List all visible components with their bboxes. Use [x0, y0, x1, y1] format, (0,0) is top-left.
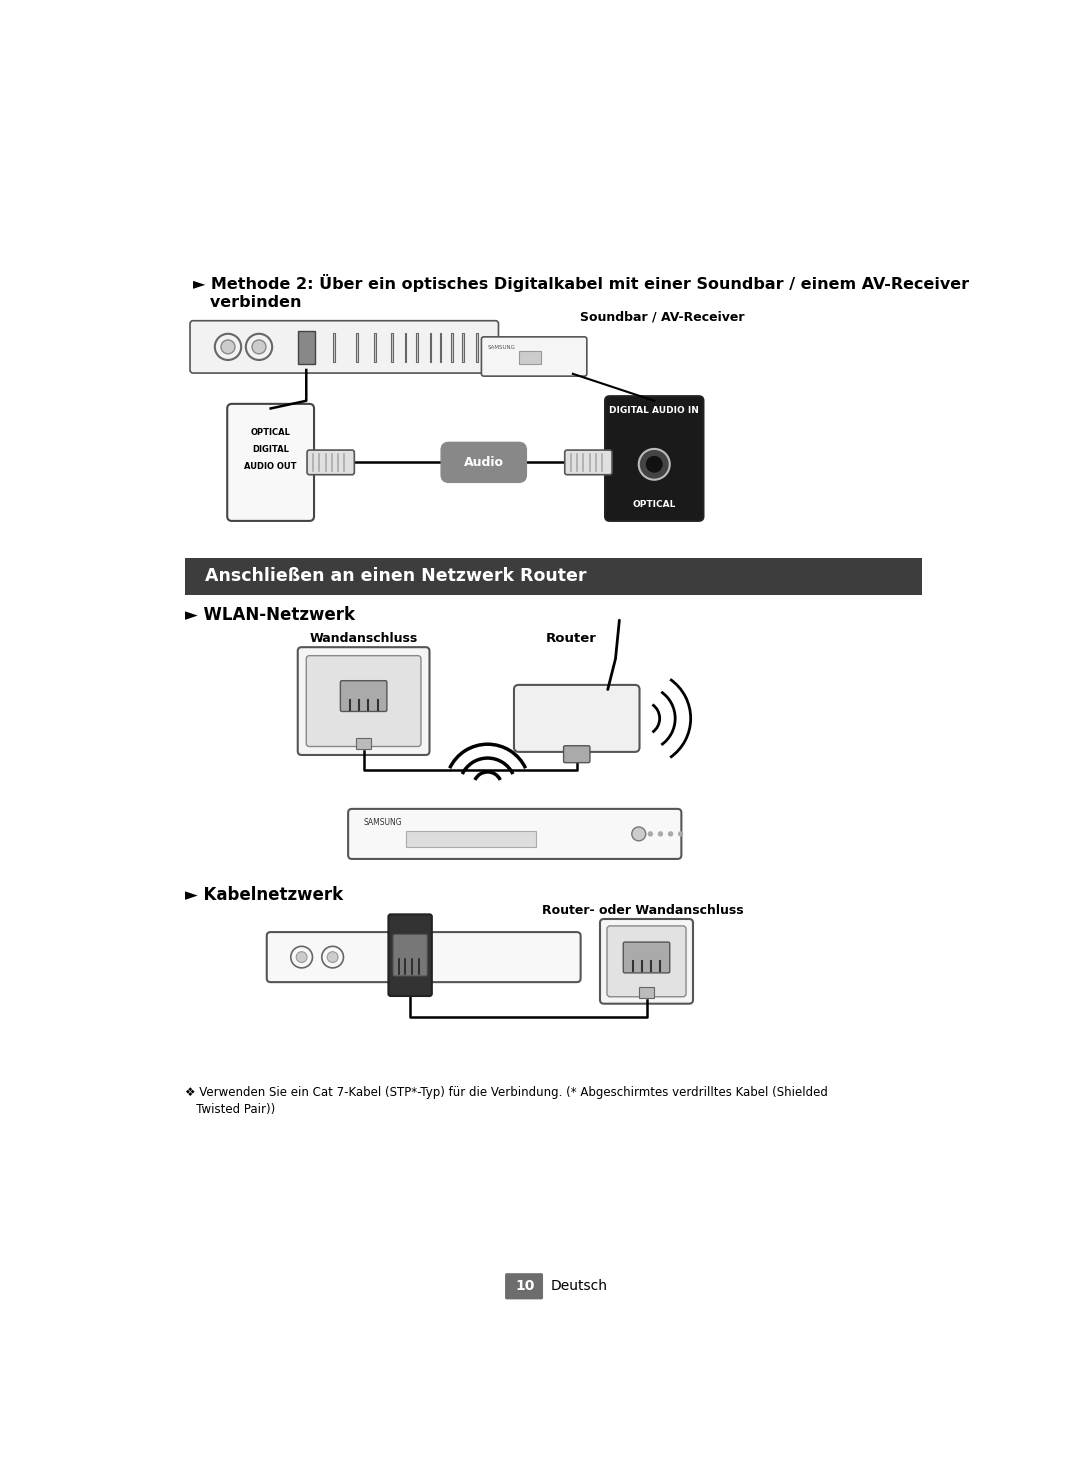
FancyBboxPatch shape	[389, 914, 432, 995]
Text: ► Kabelnetzwerk: ► Kabelnetzwerk	[186, 886, 343, 904]
Bar	[462, 333, 464, 362]
Bar	[374, 333, 376, 362]
FancyBboxPatch shape	[482, 337, 586, 376]
FancyBboxPatch shape	[307, 450, 354, 475]
Bar	[638, 986, 654, 997]
FancyBboxPatch shape	[307, 655, 421, 747]
FancyBboxPatch shape	[190, 321, 499, 373]
Circle shape	[658, 831, 663, 837]
Bar	[405, 333, 406, 362]
Text: AUDIO OUT: AUDIO OUT	[244, 463, 297, 472]
Circle shape	[221, 340, 235, 353]
Text: Router: Router	[545, 632, 596, 645]
FancyBboxPatch shape	[393, 935, 428, 976]
Text: Deutsch: Deutsch	[551, 1279, 608, 1293]
Text: ❖ Verwenden Sie ein Cat 7-Kabel (STP*-Typ) für die Verbindung. (* Abgeschirmtes : ❖ Verwenden Sie ein Cat 7-Kabel (STP*-Ty…	[186, 1086, 828, 1099]
Circle shape	[647, 457, 662, 472]
Bar	[391, 333, 393, 362]
Text: Router- oder Wandanschluss: Router- oder Wandanschluss	[542, 904, 743, 917]
FancyBboxPatch shape	[267, 932, 581, 982]
Bar	[519, 351, 541, 364]
FancyBboxPatch shape	[227, 404, 314, 521]
Text: 10: 10	[516, 1279, 536, 1293]
Bar	[416, 333, 418, 362]
FancyBboxPatch shape	[298, 648, 430, 754]
Circle shape	[252, 340, 266, 353]
Bar	[430, 333, 431, 362]
Text: DIGITAL: DIGITAL	[253, 445, 289, 454]
FancyBboxPatch shape	[600, 918, 693, 1004]
FancyBboxPatch shape	[441, 442, 526, 482]
Text: SAMSUNG: SAMSUNG	[364, 818, 402, 827]
Text: Wandanschluss: Wandanschluss	[310, 632, 418, 645]
Circle shape	[678, 831, 684, 837]
Bar	[440, 333, 442, 362]
Circle shape	[632, 827, 646, 842]
Text: SAMSUNG: SAMSUNG	[488, 345, 515, 349]
Circle shape	[638, 450, 670, 479]
Text: DIGITAL AUDIO IN: DIGITAL AUDIO IN	[609, 407, 699, 416]
Bar	[333, 333, 335, 362]
Bar	[186, 558, 921, 595]
FancyBboxPatch shape	[514, 685, 639, 751]
Text: OPTICAL: OPTICAL	[633, 500, 676, 509]
Text: ► Methode 2: Über ein optisches Digitalkabel mit einer Soundbar / einem AV-Recei: ► Methode 2: Über ein optisches Digitalk…	[193, 274, 969, 291]
Bar	[451, 333, 453, 362]
Text: verbinden: verbinden	[193, 296, 301, 311]
FancyBboxPatch shape	[505, 1273, 543, 1300]
Text: ► WLAN-Netzwerk: ► WLAN-Netzwerk	[186, 605, 355, 624]
Circle shape	[667, 831, 673, 837]
FancyBboxPatch shape	[564, 745, 590, 763]
Bar	[356, 738, 372, 748]
Circle shape	[648, 831, 653, 837]
FancyBboxPatch shape	[605, 396, 703, 521]
Text: Twisted Pair)): Twisted Pair))	[186, 1103, 275, 1117]
Circle shape	[327, 951, 338, 963]
Bar	[298, 331, 314, 364]
FancyBboxPatch shape	[623, 942, 670, 973]
FancyBboxPatch shape	[340, 680, 387, 711]
FancyBboxPatch shape	[348, 809, 681, 859]
Text: OPTICAL: OPTICAL	[251, 427, 291, 436]
Text: Anschließen an einen Netzwerk Router: Anschließen an einen Netzwerk Router	[205, 568, 586, 586]
FancyBboxPatch shape	[565, 450, 612, 475]
Circle shape	[296, 951, 307, 963]
Bar	[406, 831, 537, 846]
Bar	[356, 333, 357, 362]
FancyBboxPatch shape	[607, 926, 686, 997]
Bar	[476, 333, 477, 362]
Text: Audio: Audio	[463, 456, 503, 469]
Text: Soundbar / AV-Receiver: Soundbar / AV-Receiver	[580, 311, 744, 324]
